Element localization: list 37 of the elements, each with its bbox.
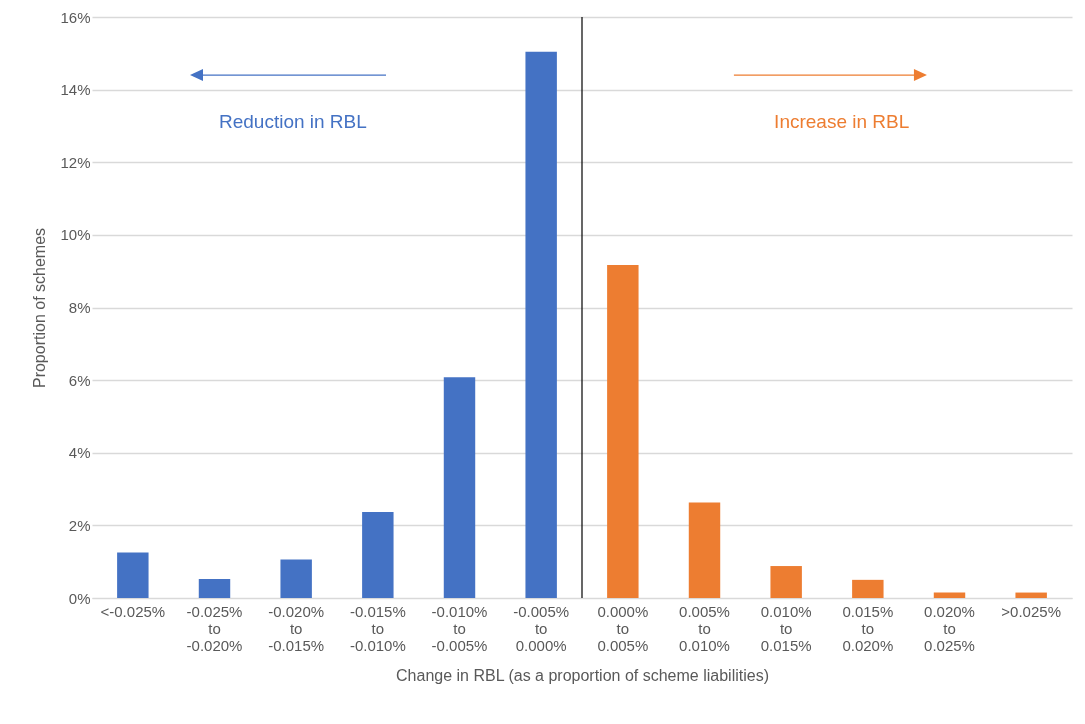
y-axis-title: Proportion of schemes [31, 227, 49, 389]
bar [607, 265, 639, 598]
bar [362, 511, 394, 598]
x-tick-label: -0.005% to 0.000% [513, 602, 570, 654]
x-tick-label: 0.000% to 0.005% [597, 602, 649, 654]
x-tick-label: <-0.025% [100, 602, 166, 620]
x-tick-label: -0.010% to -0.005% [431, 602, 488, 654]
bar [1015, 592, 1047, 598]
bar [198, 579, 231, 598]
annotation: Reduction in RBL [218, 110, 367, 132]
bar [770, 566, 802, 598]
y-tick-label: 14% [60, 81, 91, 99]
x-tick-label: 0.010% to 0.015% [760, 602, 812, 654]
bar [688, 502, 721, 598]
y-tick-label: 4% [68, 444, 91, 462]
x-axis-title: Change in RBL (as a proportion of scheme liabilities) [396, 666, 769, 684]
bar [280, 559, 312, 598]
bar [852, 579, 884, 598]
x-tick-label: 0.005% to 0.010% [679, 602, 730, 654]
x-tick-label: >0.025% [1001, 602, 1061, 620]
bar [933, 592, 966, 598]
y-tick-label: 8% [68, 299, 91, 316]
y-tick-label: 6% [68, 371, 91, 389]
bar [443, 377, 476, 598]
x-tick-label: 0.015% to 0.020% [842, 602, 894, 654]
x-tick-label: -0.020% to -0.015% [268, 602, 325, 654]
bar [525, 51, 557, 598]
y-tick-label: 0% [68, 589, 91, 607]
x-tick-label: -0.015% to -0.010% [349, 602, 406, 654]
x-tick-label: -0.025% to -0.020% [186, 602, 243, 654]
y-tick-label: 10% [60, 226, 91, 244]
y-tick-label: 12% [60, 153, 91, 171]
y-tick-label: 2% [68, 516, 91, 534]
annotation: Increase in RBL [774, 110, 910, 132]
x-tick-label: 0.020% to 0.025% [924, 602, 975, 654]
y-tick-label: 16% [60, 8, 91, 26]
bar [117, 552, 149, 598]
